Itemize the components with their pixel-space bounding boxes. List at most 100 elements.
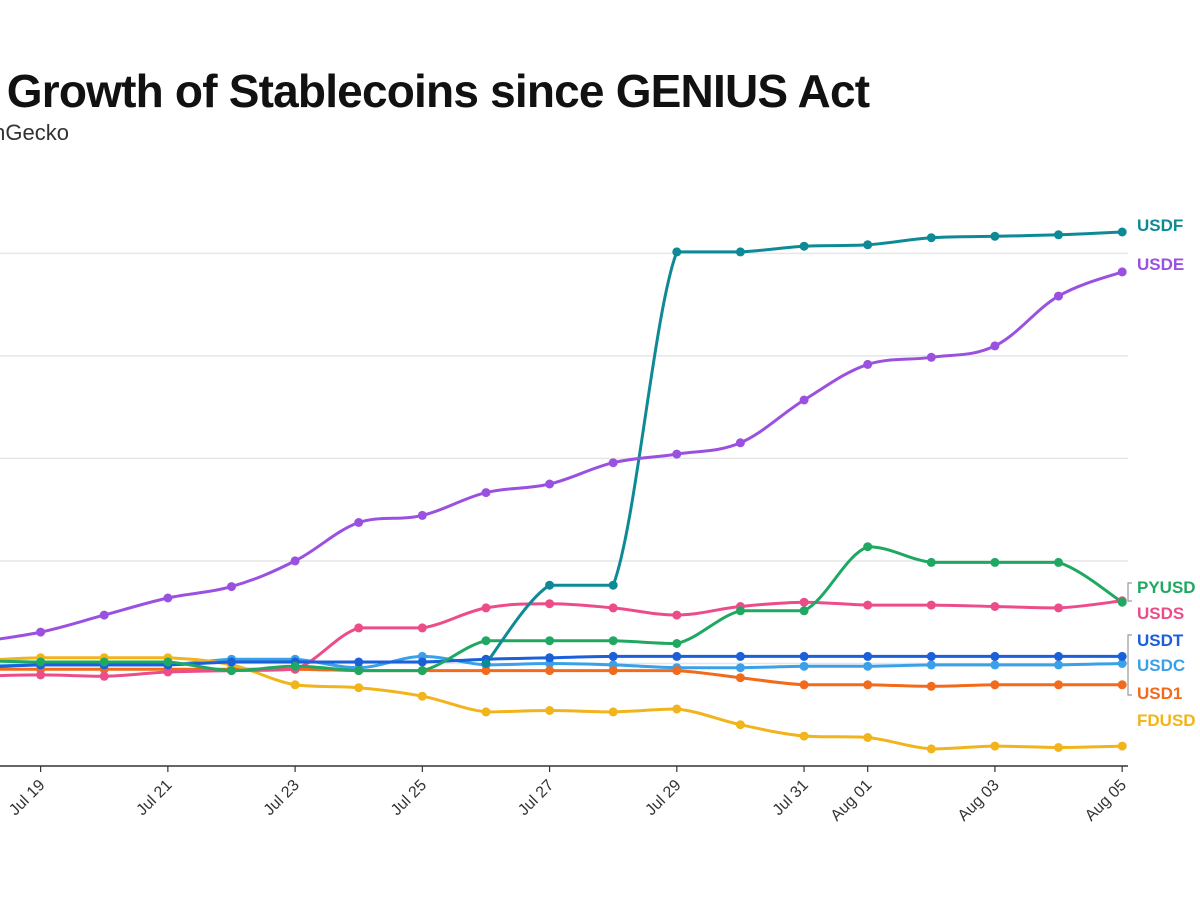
data-point-usdf [990,231,1000,241]
data-point-fdusd [799,731,809,741]
data-point-usd1 [1054,680,1063,690]
data-point-pyusd [36,657,46,667]
data-point-usdt [799,651,809,661]
data-point-usds [799,597,809,607]
data-point-usde [545,479,555,489]
series-line-pyusd [0,545,1124,673]
data-point-pyusd [227,666,236,676]
data-point-fdusd [863,733,873,742]
data-point-usde [99,610,109,620]
data-point-usde [163,593,173,603]
data-point-usdc [926,660,936,670]
data-point-usde [290,556,300,566]
data-point-usdf [863,240,873,250]
data-point-usd1 [481,666,491,676]
x-axis: Jul 19 Jul 21 Jul 23 Jul 25 Jul 27 Jul 29 Jul … [0,765,1130,825]
data-point-usd1 [735,673,745,683]
data-point-usdt [608,651,618,661]
data-point-fdusd [990,741,1000,751]
data-point-usd1 [1117,680,1127,690]
data-point-usdc [1054,660,1063,670]
data-point-usde [863,359,873,369]
data-point-pyusd [608,636,618,646]
data-point-fdusd [735,720,745,730]
data-point-usds [990,602,1000,611]
data-point-usdf [1054,230,1063,240]
data-point-fdusd [354,683,364,693]
series-points [36,227,1127,754]
data-point-usde [417,510,427,520]
series-labels: USDF USDE PYUSD USDS USDT USDC USD1 FDUS… [1127,216,1196,730]
data-point-usdt [545,653,555,663]
x-tick-label: Jul 31 [770,777,812,819]
data-point-pyusd [481,636,491,646]
data-point-fdusd [545,706,555,715]
data-point-usdt [417,657,427,667]
data-point-fdusd [290,680,300,690]
data-point-pyusd [799,606,809,616]
data-point-pyusd [990,557,1000,567]
data-point-usde [227,582,236,592]
data-point-usd1 [926,681,936,691]
data-point-usds [672,610,682,620]
data-point-usde [354,518,364,527]
data-point-usdt [1054,651,1063,661]
x-tick-label: Jul 25 [388,777,430,819]
data-point-pyusd [99,657,109,667]
data-point-fdusd [672,704,682,714]
x-tick-label: Aug 05 [1082,777,1130,825]
data-point-usd1 [672,666,682,676]
series-label-usdf: USDF [1137,216,1183,235]
x-tick-label: Aug 01 [828,777,876,825]
data-point-usdc [1117,659,1127,668]
data-point-usds [926,600,936,610]
data-point-usdf [672,247,682,257]
label-bracket [1127,582,1132,602]
series-label-fdusd: FDUSD [1137,711,1196,730]
data-point-usds [99,671,109,681]
data-point-usde [481,488,491,498]
data-point-fdusd [481,707,491,717]
data-point-usdf [608,580,618,590]
data-point-usdf [735,247,745,257]
data-point-usd1 [545,666,555,676]
data-point-usdf [926,233,936,243]
data-point-usde [799,395,809,405]
data-point-usde [735,438,745,448]
data-point-pyusd [1117,597,1127,607]
data-point-usdf [481,659,491,668]
data-point-usdc [799,661,809,671]
data-point-usdc [863,661,873,671]
data-point-pyusd [417,666,427,676]
data-point-usd1 [608,666,618,676]
data-point-usds [36,670,46,680]
data-point-usde [1117,267,1127,277]
data-point-pyusd [290,661,300,671]
data-point-usdt [354,657,364,667]
data-point-usdt [863,651,873,661]
data-point-usds [163,667,173,677]
data-point-usde [1054,291,1063,301]
x-tick-label: Jul 27 [515,777,557,819]
data-point-usdt [227,657,236,667]
data-point-usdt [990,651,1000,661]
data-point-usde [926,352,936,362]
series-label-usde: USDE [1137,255,1184,274]
data-point-usds [1054,603,1063,613]
data-point-usdt [1117,651,1127,661]
data-point-pyusd [163,657,173,667]
data-point-pyusd [926,557,936,567]
data-point-fdusd [417,691,427,701]
data-point-usds [481,603,491,613]
series-label-usds: USDS [1137,604,1184,623]
data-point-usdf [799,241,809,251]
data-point-usds [608,603,618,613]
data-point-usdc [990,660,1000,670]
data-point-fdusd [926,744,936,754]
data-point-pyusd [1054,557,1063,567]
data-point-usdt [672,651,682,661]
data-point-usde [990,341,1000,351]
series-label-usdc: USDC [1137,656,1185,675]
data-point-usde [36,627,46,637]
series-label-usdt: USDT [1137,631,1184,650]
